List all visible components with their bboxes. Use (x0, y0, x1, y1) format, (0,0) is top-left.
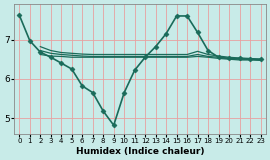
X-axis label: Humidex (Indice chaleur): Humidex (Indice chaleur) (76, 147, 204, 156)
